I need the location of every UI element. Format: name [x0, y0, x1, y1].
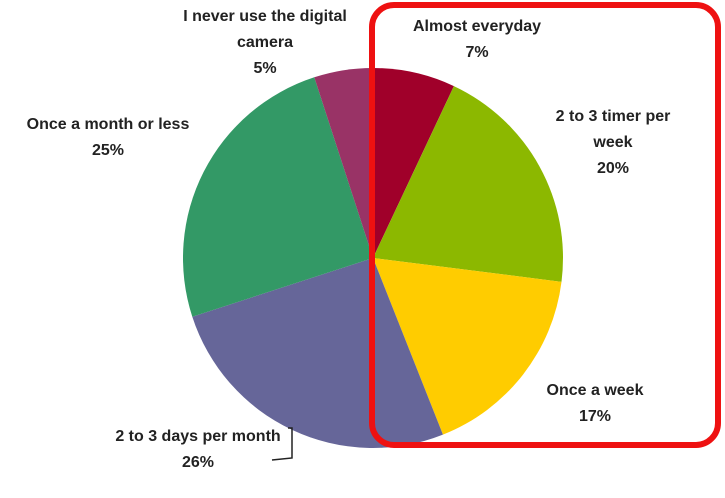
- category-label: Once a week: [546, 382, 644, 399]
- pie-slice: [373, 86, 563, 282]
- slice-label: Once a month or less 25%: [8, 112, 208, 164]
- value-label: 20%: [596, 160, 630, 177]
- category-label: Once a month or less: [26, 116, 190, 133]
- pie-slice: [373, 68, 454, 258]
- value-label: 17%: [578, 408, 612, 425]
- value-label: 5%: [253, 60, 277, 77]
- slice-label: Once a week 17%: [520, 378, 670, 430]
- category-label: Almost everyday: [412, 18, 542, 35]
- category-label: 2 to 3 days per month: [115, 428, 281, 445]
- pie-slice: [314, 68, 373, 258]
- leader-line: [271, 427, 293, 461]
- category-label: 2 to 3 timer per week: [555, 108, 671, 151]
- highlight-box: [369, 2, 721, 448]
- pie-slice: [373, 258, 562, 435]
- slice-label: Almost everyday 7%: [377, 14, 577, 66]
- value-label: 26%: [181, 454, 215, 471]
- slice-label: 2 to 3 days per month 26%: [108, 424, 288, 476]
- value-label: 7%: [465, 44, 489, 61]
- category-label: I never use the digital camera: [183, 8, 347, 51]
- value-label: 25%: [91, 142, 125, 159]
- wedges: [182, 68, 563, 449]
- slice-label: 2 to 3 timer per week 20%: [538, 104, 688, 182]
- pie-slice: [182, 77, 373, 317]
- slice-label: I never use the digital camera 5%: [170, 4, 360, 82]
- pie-slice: [192, 258, 443, 449]
